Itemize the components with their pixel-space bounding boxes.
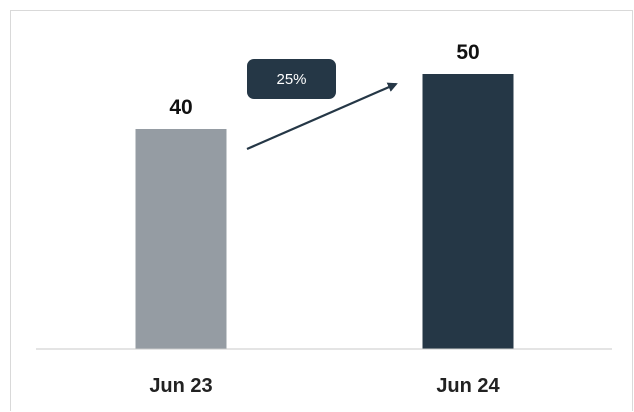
growth-badge-label: 25% (276, 71, 306, 88)
chart-frame (10, 10, 633, 411)
value-label-1: 50 (456, 41, 479, 64)
bar-1 (422, 74, 514, 349)
growth-badge (247, 59, 336, 99)
labels-layer: 40 Jun 23 50 Jun 24 (149, 41, 500, 397)
category-label-0: Jun 23 (149, 375, 212, 397)
bars-layer (135, 74, 514, 349)
growth-arrow (246, 82, 398, 151)
bar-0 (135, 129, 227, 349)
category-label-1: Jun 24 (436, 375, 500, 397)
value-label-0: 40 (169, 96, 192, 119)
